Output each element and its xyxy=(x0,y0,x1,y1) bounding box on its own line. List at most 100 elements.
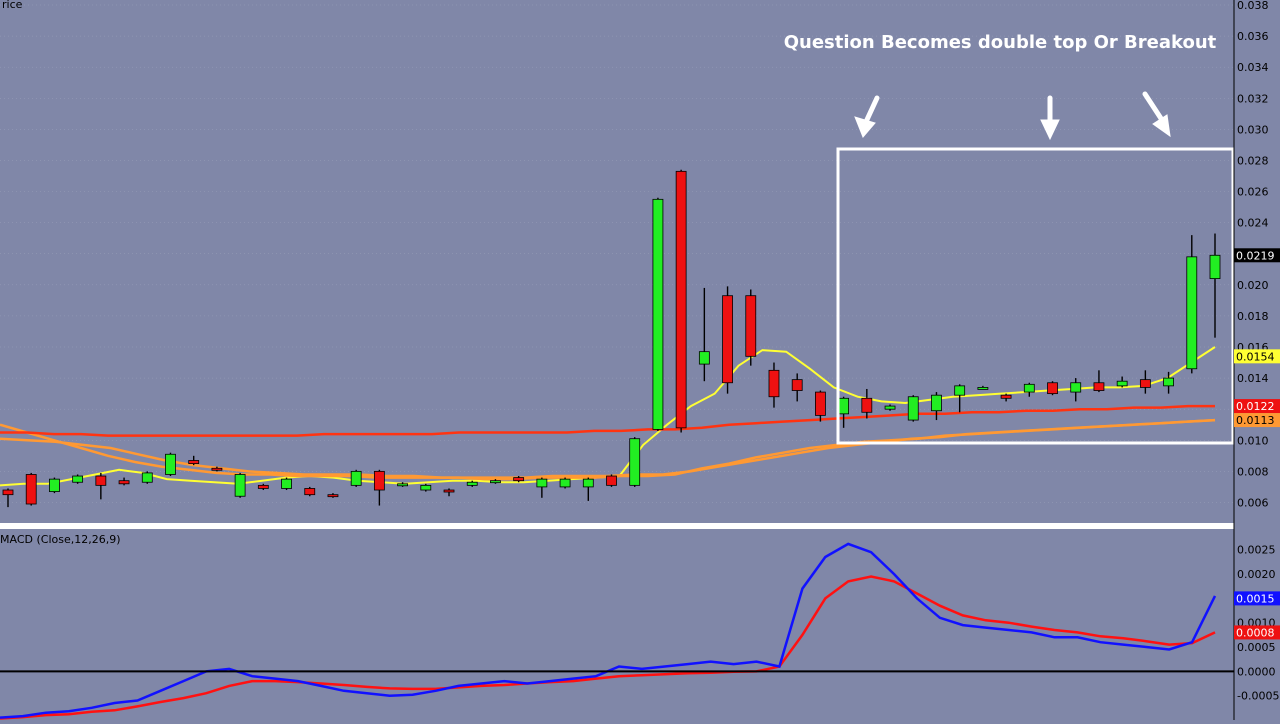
candle-body xyxy=(1116,380,1128,387)
candle-body xyxy=(931,394,942,412)
candle-body xyxy=(861,397,873,413)
candle-body xyxy=(443,489,455,493)
candle-body xyxy=(466,481,478,486)
macd-tag-bg xyxy=(1234,591,1280,606)
macd-tag: 0.0008 xyxy=(1236,626,1275,639)
candle-body xyxy=(188,460,200,464)
candle-body xyxy=(420,484,432,491)
candle-body xyxy=(1093,382,1105,391)
candle-body xyxy=(954,385,966,396)
candle-body xyxy=(536,478,548,488)
candle-body xyxy=(49,478,60,492)
price-tag: 0.0113 xyxy=(1236,414,1275,427)
moving-average-line xyxy=(0,404,1215,437)
candle-body xyxy=(652,198,664,430)
price-tag: 0.0122 xyxy=(1236,400,1275,413)
candle-body xyxy=(907,396,919,421)
price-tag-bg xyxy=(1234,248,1280,263)
candle-body xyxy=(675,170,687,429)
candlesticks xyxy=(2,169,1221,508)
candle-body xyxy=(768,369,780,398)
candle-body xyxy=(165,453,176,475)
candle-body xyxy=(72,475,84,483)
macd-tags: 0.0015 0.0008 xyxy=(1234,591,1280,640)
candle-body xyxy=(1139,379,1151,388)
candle-body xyxy=(211,467,223,471)
y-tick-label: 0.026 xyxy=(1237,186,1269,199)
candle-body xyxy=(884,405,896,410)
candle-body xyxy=(745,295,757,357)
macd-tick-label: 0.0000 xyxy=(1237,665,1276,678)
candle-body xyxy=(397,483,408,487)
candle-body xyxy=(1023,383,1035,393)
candle-body xyxy=(698,351,710,365)
candle-body xyxy=(559,478,571,488)
macd-tag-bg xyxy=(1234,625,1280,640)
price-tag: 0.0219 xyxy=(1236,249,1275,262)
highlight-box xyxy=(836,147,1235,445)
macd-tick-label: 0.0005 xyxy=(1237,641,1276,654)
annotation-text: Question Becomes double top Or Breakout xyxy=(784,32,1217,53)
candle-body xyxy=(281,478,292,489)
candle-body xyxy=(2,489,14,496)
panel-separator xyxy=(0,523,1234,529)
candle-body xyxy=(513,477,525,482)
candle-body xyxy=(141,472,153,483)
y-tick-label: 0.014 xyxy=(1237,372,1269,385)
macd-tick-label: -0.0005 xyxy=(1237,690,1279,703)
candle-body xyxy=(606,475,617,486)
price-tag-bg xyxy=(1234,349,1280,364)
price-panel-label: rice xyxy=(2,0,23,11)
candle-body xyxy=(1047,382,1058,395)
candle-body xyxy=(350,470,362,486)
candle-body xyxy=(95,475,107,486)
candle-body xyxy=(815,391,826,416)
candle-body xyxy=(1186,256,1198,370)
candle-body xyxy=(977,387,989,390)
macd-tick-label: 0.0025 xyxy=(1237,544,1276,557)
down-arrow-icon xyxy=(1040,95,1060,141)
y-tick-label: 0.010 xyxy=(1237,434,1269,447)
candle-body xyxy=(582,478,594,488)
macd-panel-label: MACD (Close,12,26,9) xyxy=(0,533,121,546)
price-tag-bg xyxy=(1234,399,1280,414)
candle-body xyxy=(327,494,339,498)
y-tick-label: 0.030 xyxy=(1237,123,1269,136)
candle-body xyxy=(629,438,641,486)
price-gridlines xyxy=(0,4,1234,503)
y-tick-label: 0.028 xyxy=(1237,154,1269,167)
candle-body xyxy=(722,295,733,384)
candle-body xyxy=(373,470,385,491)
signal-line xyxy=(0,575,1216,720)
y-tick-label: 0.032 xyxy=(1237,92,1269,105)
candle-body xyxy=(1070,382,1082,393)
y-tick-label: 0.018 xyxy=(1237,310,1269,323)
y-tick-label: 0.036 xyxy=(1237,30,1269,43)
candle-body xyxy=(1000,394,1012,399)
candle-body xyxy=(838,397,850,415)
price-y-axis: 0.038 0.036 0.034 0.032 0.030 0.028 0.026 0.024… xyxy=(1237,0,1269,509)
down-arrow-icon xyxy=(854,95,880,138)
y-tick-label: 0.006 xyxy=(1237,496,1269,509)
candle-body xyxy=(490,480,501,484)
y-tick-label: 0.034 xyxy=(1237,61,1269,74)
y-tick-label: 0.020 xyxy=(1237,279,1269,292)
candle-body xyxy=(25,474,37,505)
candle-body xyxy=(791,379,803,391)
down-arrow-icon xyxy=(1142,91,1171,138)
candle-body xyxy=(257,484,269,489)
candle-body xyxy=(1163,377,1174,387)
y-tick-label: 0.038 xyxy=(1237,0,1269,12)
candle-body xyxy=(304,488,316,496)
macd-tag: 0.0015 xyxy=(1236,592,1275,605)
candle-body xyxy=(1209,254,1221,279)
candle-body xyxy=(234,474,246,497)
y-tick-label: 0.024 xyxy=(1237,217,1269,230)
candle-body xyxy=(118,480,130,485)
y-tick-label: 0.008 xyxy=(1237,465,1269,478)
price-tag-bg xyxy=(1234,413,1280,428)
